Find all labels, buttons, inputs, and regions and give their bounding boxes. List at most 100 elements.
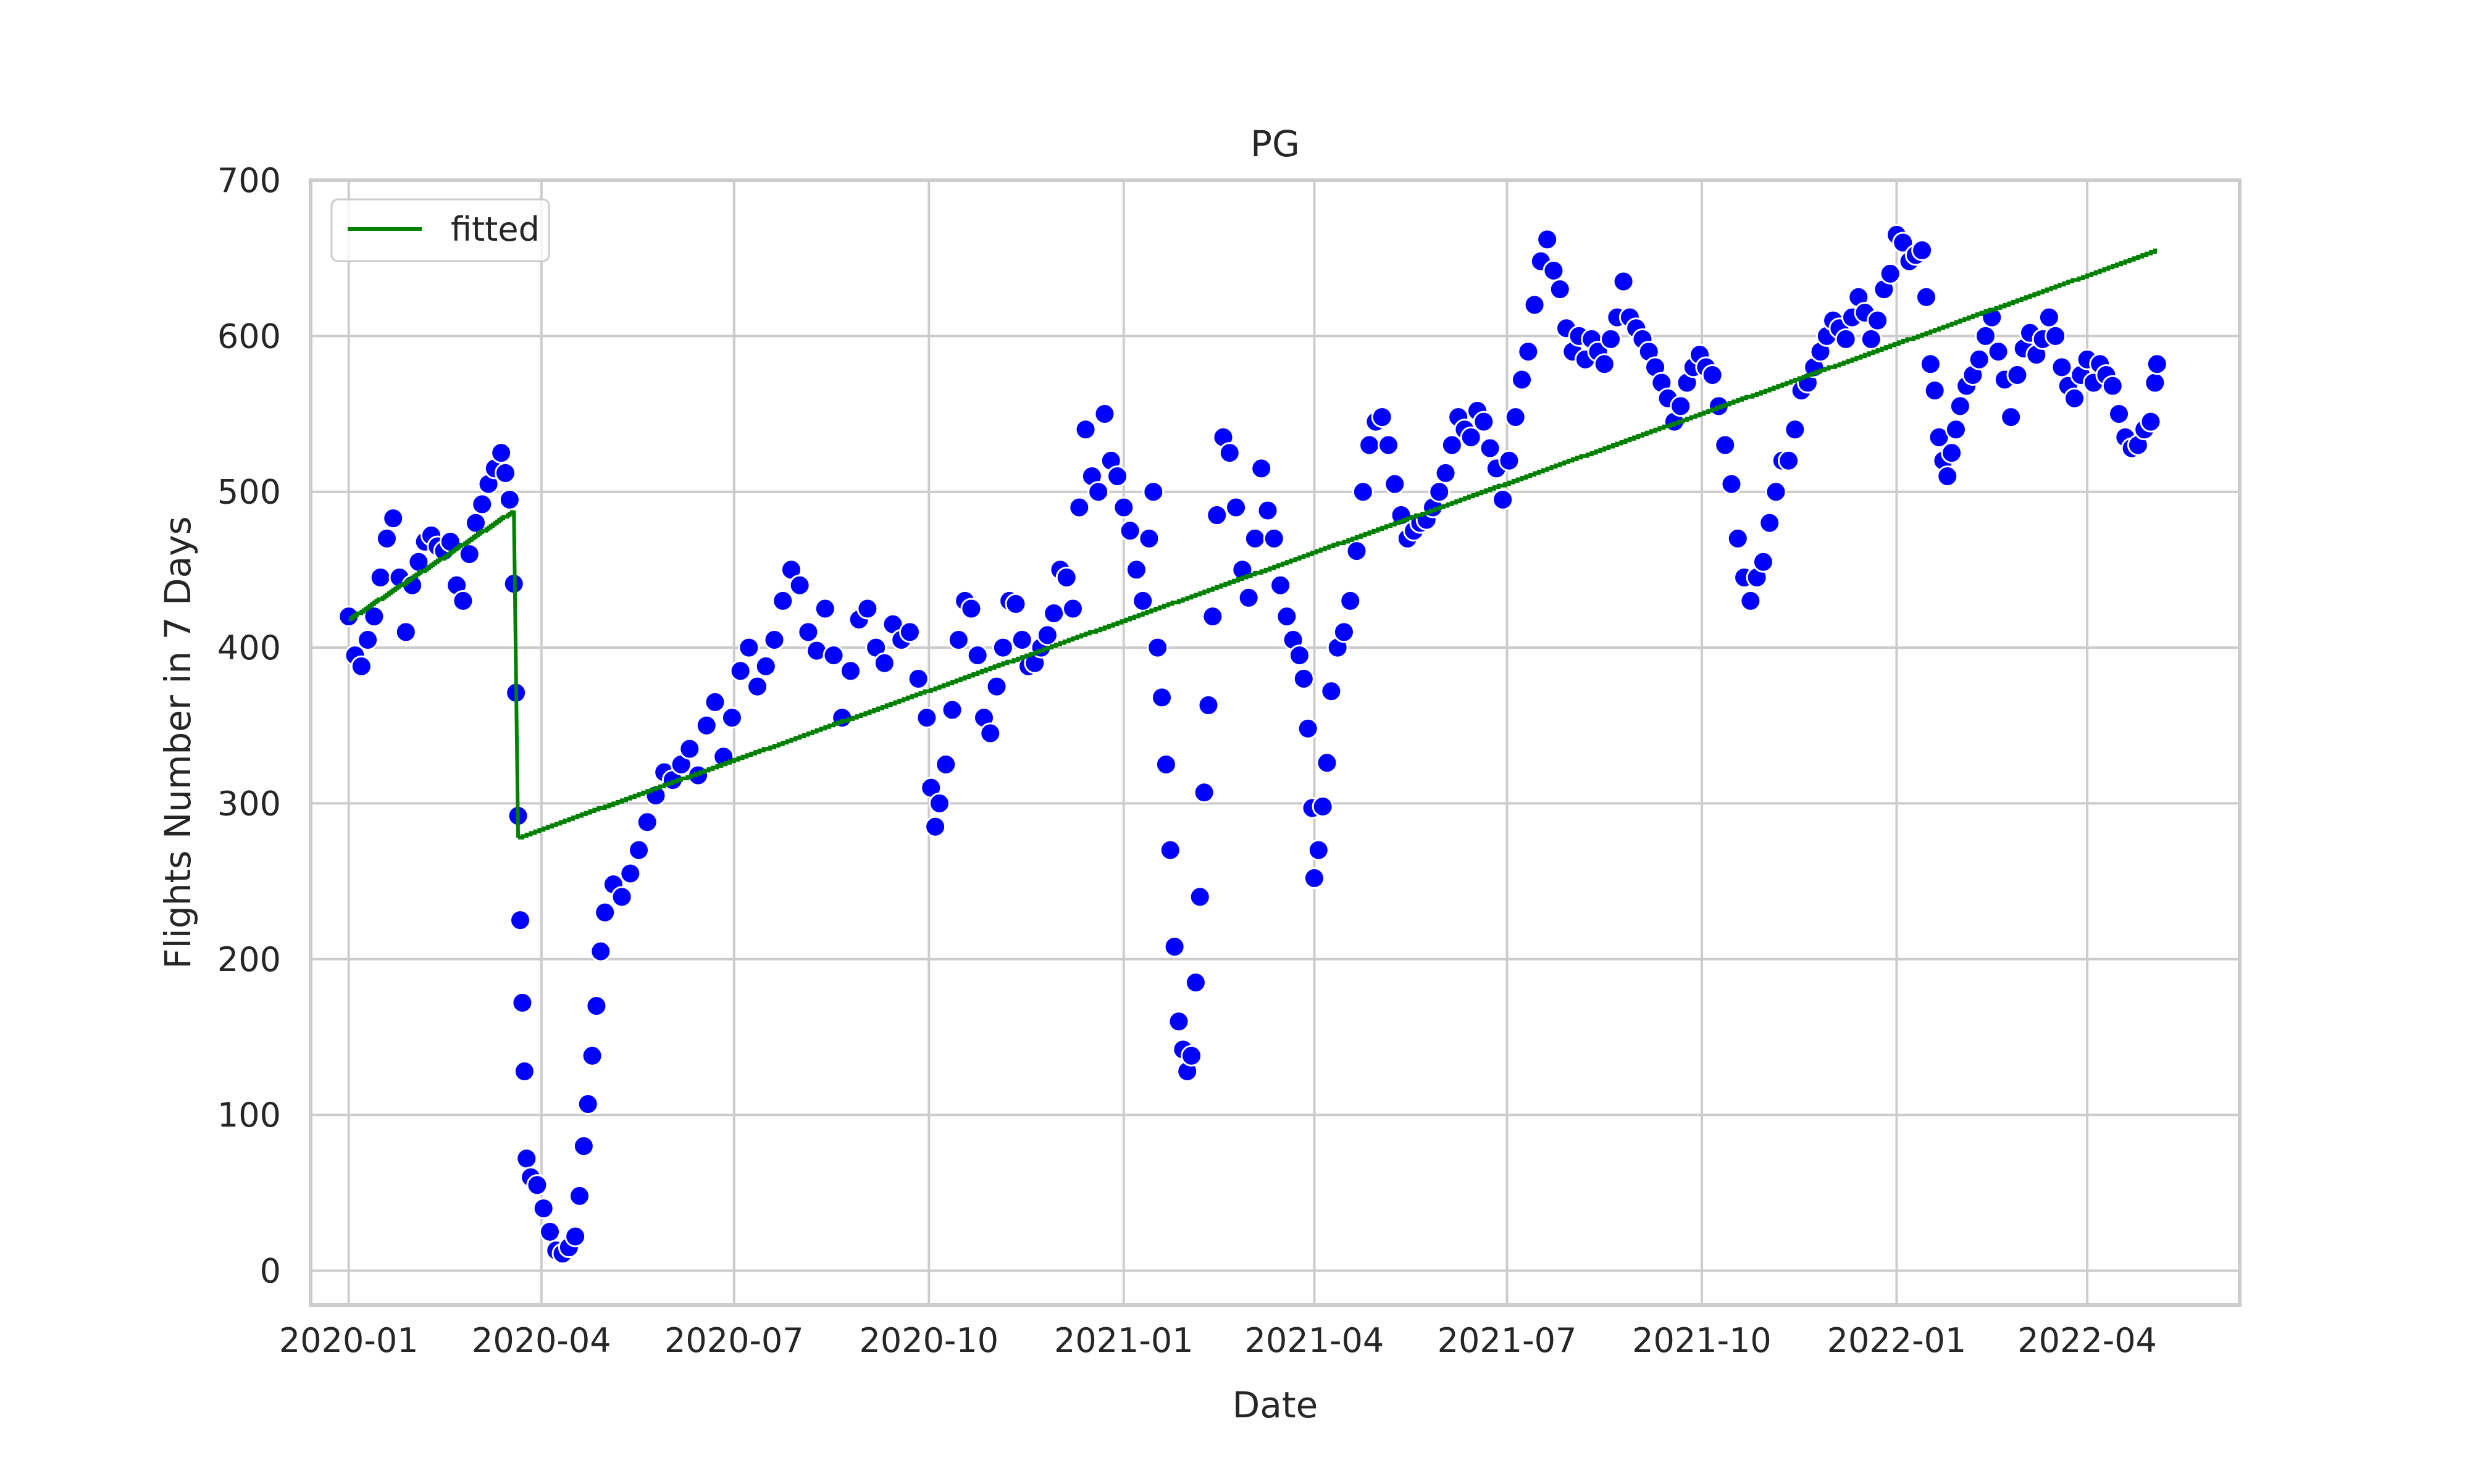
x-tick-label: 2022-04 (2017, 1321, 2157, 1360)
data-point (590, 940, 612, 962)
data-point (1113, 496, 1135, 519)
data-point (1163, 936, 1186, 958)
data-point (1720, 473, 1743, 495)
data-point (1197, 694, 1220, 716)
scatter-series (338, 223, 2168, 1265)
data-point (1193, 782, 1215, 804)
y-tick-label: 0 (260, 1251, 281, 1290)
plot-frame (309, 178, 2242, 1307)
data-point (1911, 240, 1933, 262)
data-point (1784, 419, 1806, 441)
data-point (1968, 348, 1990, 370)
x-tick-label: 2020-04 (472, 1321, 611, 1360)
data-point (1358, 434, 1381, 456)
data-point (2051, 356, 2073, 378)
data-point (916, 707, 938, 729)
data-point (1670, 395, 1692, 417)
data-point (729, 660, 751, 682)
data-point (2144, 372, 2166, 394)
data-point (516, 1148, 538, 1170)
data-point (1147, 636, 1169, 659)
data-point (928, 792, 950, 814)
data-point (1320, 680, 1342, 702)
data-point (564, 1225, 587, 1248)
data-point (1600, 328, 1622, 350)
data-point (357, 628, 379, 651)
data-point (1867, 309, 1889, 331)
data-point (1517, 341, 1539, 363)
data-point (738, 636, 760, 659)
data-point (1189, 886, 1211, 908)
data-point (1701, 364, 1723, 386)
data-point (1107, 465, 1129, 487)
data-point (1346, 540, 1368, 562)
data-point (538, 1220, 561, 1243)
data-point (823, 644, 845, 667)
data-point (1062, 598, 1084, 620)
data-point (611, 886, 633, 908)
data-point (490, 442, 513, 464)
data-point (1142, 481, 1165, 503)
data-point (856, 598, 879, 620)
data-point (1536, 228, 1559, 251)
data-point (1303, 867, 1325, 890)
data-point (1237, 586, 1260, 609)
x-tick-label: 2020-01 (279, 1321, 419, 1360)
data-point (839, 660, 861, 682)
fitted-line-segment (348, 510, 516, 622)
data-point (1276, 606, 1298, 628)
data-point (1068, 496, 1091, 519)
data-point (1549, 278, 1571, 301)
data-point (1250, 457, 1273, 480)
data-point (1225, 496, 1247, 519)
data-point (1011, 628, 1033, 651)
data-point (1352, 481, 1374, 503)
data-point (1727, 527, 1749, 549)
y-tick-label: 600 (217, 317, 281, 356)
data-point (2101, 375, 2124, 397)
data-point (1074, 419, 1097, 441)
data-point (1371, 406, 1393, 428)
data-point (1263, 527, 1285, 549)
data-point (1151, 686, 1173, 709)
data-point (1377, 434, 1399, 456)
data-point (458, 543, 480, 565)
data-point (1159, 839, 1181, 861)
data-point (1138, 527, 1160, 549)
data-point (755, 655, 777, 677)
data-point (1218, 442, 1241, 464)
y-tick-label: 100 (217, 1096, 281, 1135)
data-point (471, 493, 493, 515)
legend-fitted-label: fitted (451, 210, 540, 249)
y-tick-label: 700 (217, 161, 281, 200)
fitted-line-drop (512, 510, 521, 838)
data-point (1924, 380, 1946, 402)
data-point (1892, 231, 1914, 254)
data-point (1941, 442, 1963, 464)
data-point (1087, 481, 1110, 503)
data-point (1181, 1044, 1203, 1067)
data-point (1333, 621, 1355, 643)
data-point (1005, 593, 1027, 615)
data-point (594, 901, 616, 923)
data-point (628, 839, 650, 861)
data-point (1593, 353, 1615, 375)
data-point (2146, 353, 2168, 375)
data-point (1511, 369, 1533, 391)
data-point (873, 652, 895, 674)
data-point (577, 1093, 599, 1115)
data-point (1168, 1011, 1190, 1033)
y-tick-label: 200 (217, 940, 281, 979)
data-point (569, 1185, 591, 1207)
data-point (1945, 419, 1967, 441)
data-point (350, 655, 372, 677)
x-axis-label: Date (1233, 1384, 1318, 1426)
data-point (532, 1198, 555, 1220)
data-point (1132, 590, 1154, 612)
x-tick-label: 2021-07 (1438, 1321, 1577, 1360)
data-point (1384, 473, 1406, 495)
data-point (1752, 551, 1774, 573)
data-point (619, 862, 642, 885)
data-point (1312, 795, 1334, 817)
data-point (1860, 328, 1882, 350)
